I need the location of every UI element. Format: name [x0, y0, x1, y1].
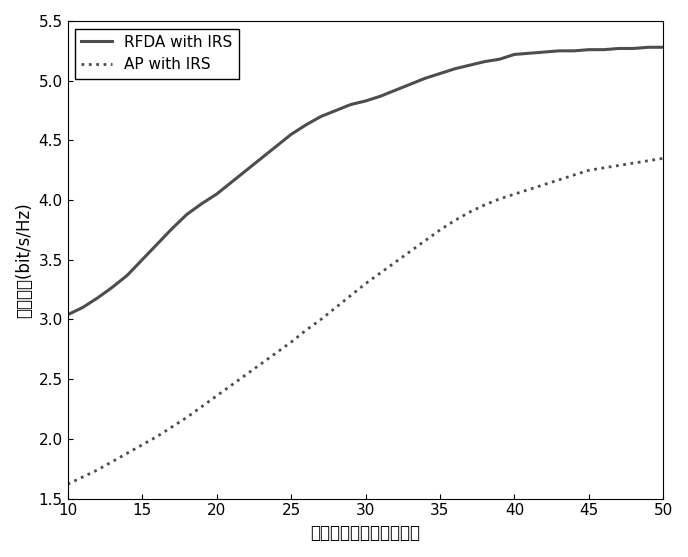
AP with IRS — [302, 327, 310, 334]
RFDA with IRS — [570, 47, 578, 54]
AP with IRS — [451, 217, 459, 224]
AP with IRS — [63, 481, 72, 487]
RFDA with IRS — [525, 50, 533, 57]
AP with IRS — [570, 172, 578, 178]
RFDA with IRS — [421, 75, 429, 82]
AP with IRS — [406, 248, 414, 255]
Legend: RFDA with IRS, AP with IRS: RFDA with IRS, AP with IRS — [75, 28, 239, 79]
AP with IRS — [659, 155, 667, 162]
AP with IRS — [197, 403, 206, 410]
AP with IRS — [361, 280, 369, 287]
AP with IRS — [555, 177, 563, 183]
RFDA with IRS — [316, 113, 325, 120]
AP with IRS — [391, 259, 400, 266]
RFDA with IRS — [213, 191, 221, 198]
RFDA with IRS — [332, 107, 340, 114]
RFDA with IRS — [585, 46, 593, 53]
RFDA with IRS — [347, 101, 355, 108]
AP with IRS — [153, 433, 161, 440]
RFDA with IRS — [645, 44, 653, 51]
RFDA with IRS — [153, 241, 161, 248]
AP with IRS — [287, 339, 295, 345]
AP with IRS — [525, 186, 533, 193]
RFDA with IRS — [451, 65, 459, 72]
AP with IRS — [540, 181, 548, 188]
AP with IRS — [78, 474, 87, 481]
RFDA with IRS — [108, 284, 116, 291]
RFDA with IRS — [436, 70, 444, 77]
AP with IRS — [227, 382, 235, 388]
RFDA with IRS — [406, 81, 414, 87]
AP with IRS — [421, 237, 429, 244]
AP with IRS — [123, 450, 131, 457]
AP with IRS — [585, 167, 593, 174]
AP with IRS — [347, 292, 355, 299]
RFDA with IRS — [123, 272, 131, 278]
RFDA with IRS — [197, 201, 206, 207]
AP with IRS — [630, 160, 638, 167]
AP with IRS — [168, 424, 176, 431]
AP with IRS — [466, 209, 474, 216]
RFDA with IRS — [600, 46, 608, 53]
RFDA with IRS — [614, 45, 623, 52]
AP with IRS — [600, 164, 608, 171]
AP with IRS — [510, 191, 519, 198]
RFDA with IRS — [272, 143, 280, 150]
X-axis label: 智能反射面反射单元数目: 智能反射面反射单元数目 — [310, 524, 420, 542]
Line: AP with IRS: AP with IRS — [67, 158, 663, 484]
AP with IRS — [480, 202, 488, 208]
RFDA with IRS — [361, 97, 369, 104]
RFDA with IRS — [183, 211, 191, 218]
RFDA with IRS — [242, 167, 250, 174]
RFDA with IRS — [659, 44, 667, 51]
RFDA with IRS — [495, 56, 504, 62]
AP with IRS — [376, 270, 385, 276]
AP with IRS — [316, 316, 325, 323]
Y-axis label: 保密容量(bit/s/Hz): 保密容量(bit/s/Hz) — [15, 202, 33, 317]
AP with IRS — [183, 414, 191, 421]
RFDA with IRS — [94, 295, 102, 301]
RFDA with IRS — [555, 47, 563, 54]
RFDA with IRS — [227, 179, 235, 185]
AP with IRS — [436, 227, 444, 233]
AP with IRS — [257, 360, 266, 367]
AP with IRS — [614, 162, 623, 169]
AP with IRS — [138, 442, 147, 448]
RFDA with IRS — [466, 62, 474, 69]
AP with IRS — [332, 304, 340, 311]
RFDA with IRS — [302, 121, 310, 128]
RFDA with IRS — [257, 155, 266, 162]
AP with IRS — [213, 393, 221, 399]
AP with IRS — [272, 350, 280, 356]
RFDA with IRS — [63, 311, 72, 318]
AP with IRS — [242, 371, 250, 378]
RFDA with IRS — [287, 131, 295, 138]
RFDA with IRS — [376, 93, 385, 100]
AP with IRS — [645, 157, 653, 164]
RFDA with IRS — [630, 45, 638, 52]
RFDA with IRS — [510, 51, 519, 58]
RFDA with IRS — [168, 226, 176, 232]
RFDA with IRS — [391, 87, 400, 94]
RFDA with IRS — [480, 58, 488, 65]
AP with IRS — [94, 467, 102, 473]
AP with IRS — [495, 196, 504, 202]
AP with IRS — [108, 458, 116, 465]
RFDA with IRS — [540, 48, 548, 55]
Line: RFDA with IRS: RFDA with IRS — [67, 47, 663, 315]
RFDA with IRS — [78, 304, 87, 311]
RFDA with IRS — [138, 256, 147, 263]
